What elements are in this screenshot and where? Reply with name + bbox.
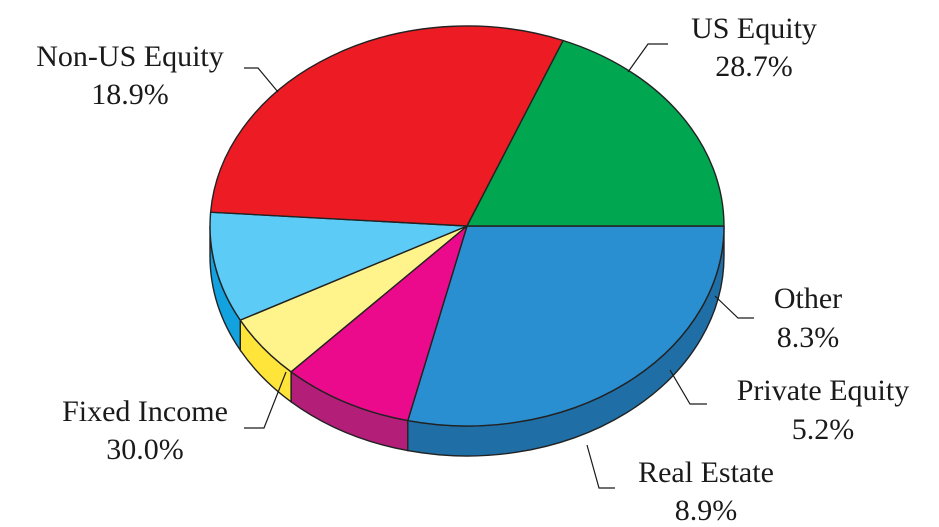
pie-slice-other <box>290 225 468 422</box>
leader-private-equity <box>669 369 707 405</box>
label-private-equity-name: Private Equity <box>737 374 909 407</box>
leader-non-us-equity <box>244 67 279 93</box>
label-us-equity-name: US Equity <box>691 12 817 45</box>
leader-real-estate <box>586 444 615 489</box>
pie-slice-fixed-income <box>209 25 564 227</box>
label-other-name: Other <box>774 282 842 315</box>
pie-top-layer <box>209 25 725 427</box>
pie-side-layer <box>209 225 725 457</box>
leader-us-equity <box>627 43 668 73</box>
label-private-equity-value: 5.2% <box>792 413 855 446</box>
leader-other <box>714 295 754 319</box>
label-real-estate-value: 8.9% <box>675 494 738 527</box>
pie-slice-us-equity <box>407 225 725 427</box>
leader-fixed-income <box>244 371 287 429</box>
label-fixed-income-name: Fixed Income <box>62 395 228 428</box>
label-non-us-equity-value: 18.9% <box>91 78 169 111</box>
leader-lines <box>244 43 754 489</box>
pie-slice-real-estate <box>209 211 468 321</box>
label-real-estate-name: Real Estate <box>638 456 774 489</box>
pie-slice-non-us-equity <box>466 39 725 227</box>
label-non-us-equity-name: Non-US Equity <box>36 40 224 73</box>
label-other-value: 8.3% <box>777 321 840 354</box>
label-us-equity-value: 28.7% <box>715 50 793 83</box>
label-fixed-income-value: 30.0% <box>106 433 184 466</box>
